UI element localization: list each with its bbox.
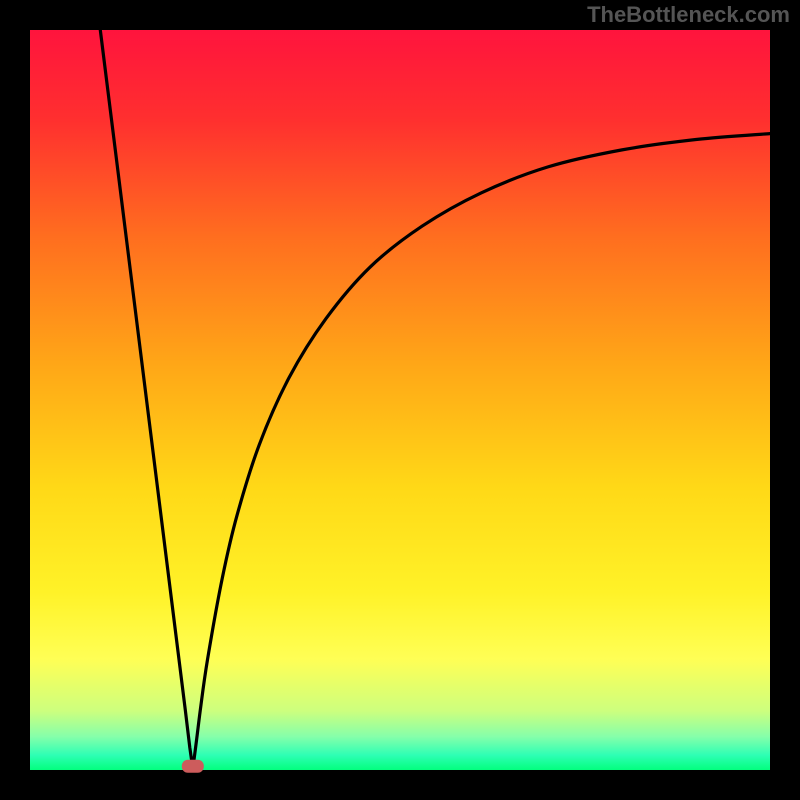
bottleneck-curve-chart xyxy=(0,0,800,800)
watermark-text: TheBottleneck.com xyxy=(587,2,790,28)
minimum-marker xyxy=(182,760,204,773)
plot-gradient-background xyxy=(30,30,770,770)
chart-frame: TheBottleneck.com xyxy=(0,0,800,800)
